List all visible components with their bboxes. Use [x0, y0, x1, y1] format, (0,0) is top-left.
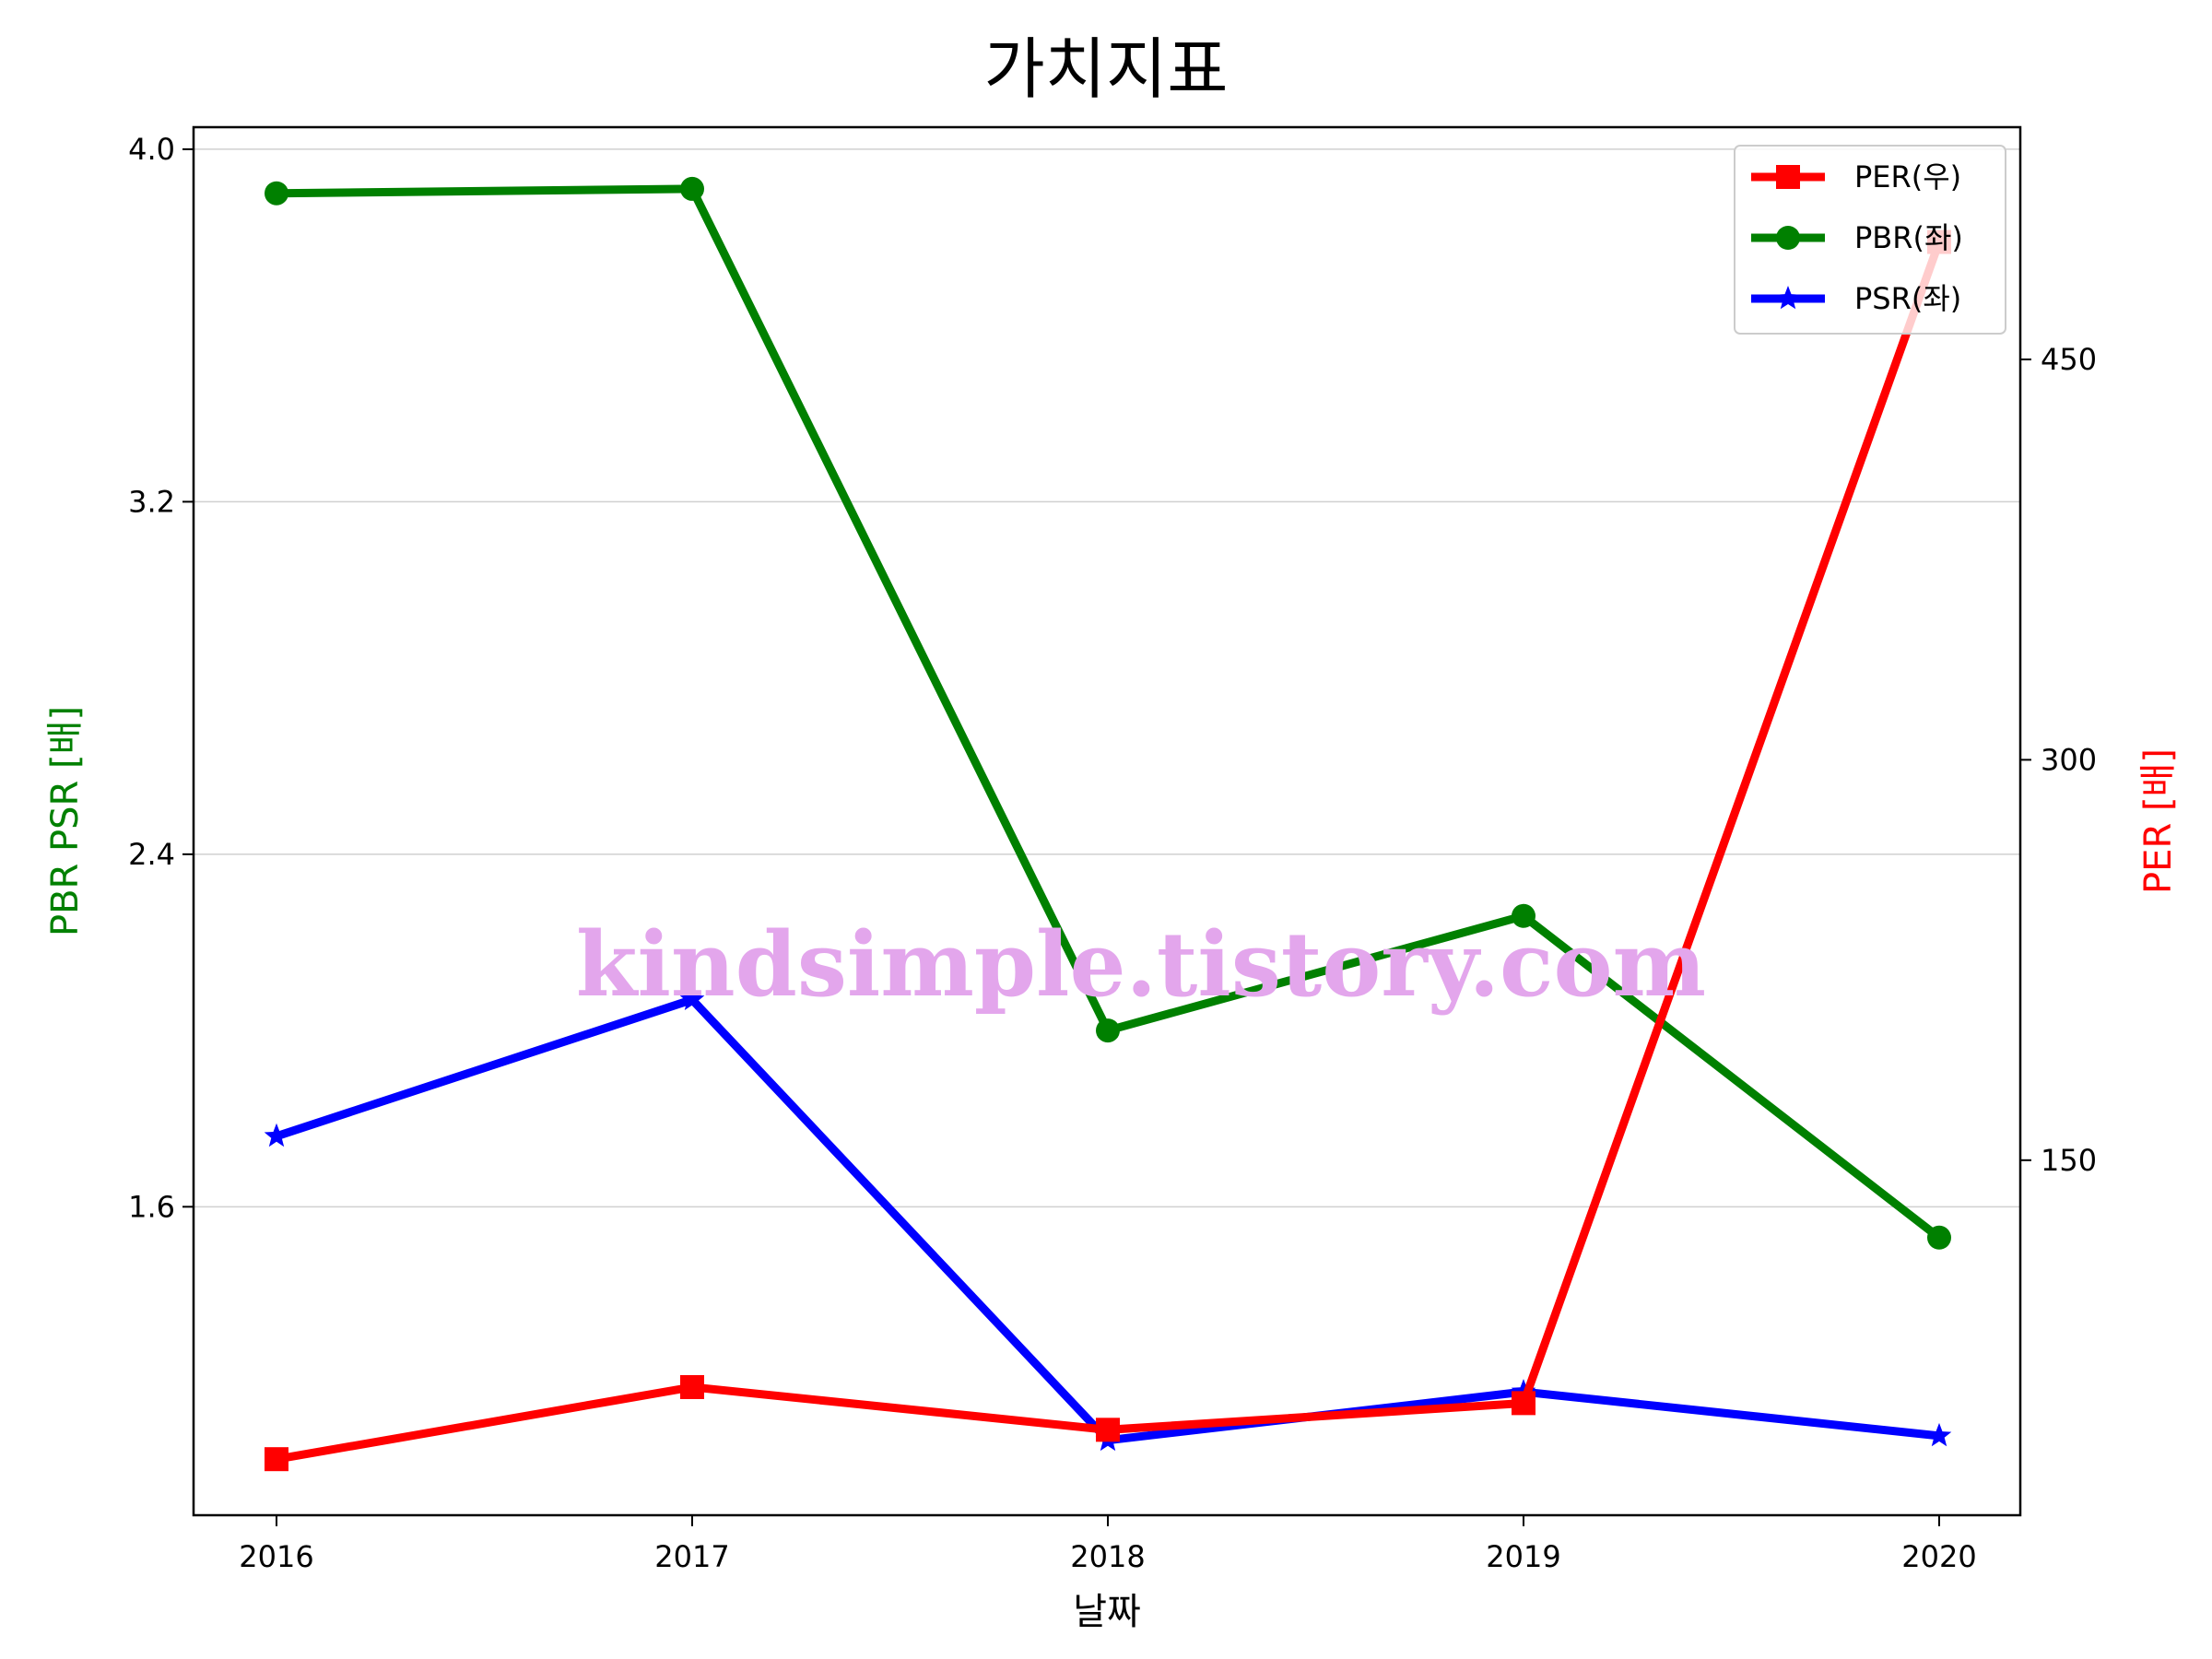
data-point-per-2: [1096, 1418, 1120, 1442]
data-point-pbr-3: [1512, 903, 1535, 928]
series-layer: [264, 176, 1952, 1472]
data-point-per-0: [265, 1447, 288, 1472]
data-point-pbr-1: [680, 176, 704, 201]
x-tick-label-4: 2020: [1901, 1539, 1976, 1574]
data-point-psr-4: [1926, 1422, 1952, 1447]
legend-label-per: PER(우): [1854, 159, 1961, 194]
x-tick-label-0: 2016: [239, 1539, 313, 1574]
y-right-tick-label-2: 450: [2041, 342, 2097, 377]
y-axis-right-title: PER [배]: [2137, 748, 2180, 894]
legend-marker-per: [1776, 165, 1800, 189]
y-right-tick-label-1: 300: [2041, 742, 2097, 777]
series-pbr: [265, 176, 1951, 1250]
data-point-psr-1: [679, 986, 705, 1010]
data-point-pbr-0: [265, 181, 288, 206]
series-line-pbr: [276, 184, 1942, 1241]
legend-marker-psr: [1775, 286, 1801, 310]
x-tick-label-3: 2019: [1486, 1539, 1560, 1574]
series-line-psr: [275, 994, 1940, 1445]
y-left-tick-label-0: 1.6: [128, 1189, 175, 1224]
data-point-psr-3: [1511, 1379, 1536, 1403]
x-tick-label-2: 2018: [1070, 1539, 1145, 1574]
x-tick-label-1: 2017: [654, 1539, 729, 1574]
y-left-tick-label-1: 2.4: [128, 837, 175, 872]
data-point-per-3: [1512, 1391, 1535, 1416]
y-right-tick-label-0: 150: [2041, 1143, 2097, 1178]
axis-layer: 1.6 2.4 3.2 4.0 150 300 450 2016 2017 2018 2019 202…: [128, 132, 2097, 1574]
x-axis-title: 날짜: [1073, 1591, 1141, 1633]
legend-marker-pbr: [1776, 226, 1800, 250]
data-point-per-1: [680, 1374, 704, 1399]
data-point-psr-0: [264, 1123, 289, 1147]
data-point-pbr-2: [1096, 1018, 1120, 1043]
legend-box: [1734, 145, 2006, 335]
y-left-tick-label-3: 4.0: [128, 132, 175, 167]
legend: PER(우) PBR(좌) PSR(좌): [1734, 145, 2006, 335]
data-point-pbr-4: [1927, 1225, 1951, 1250]
legend-label-psr: PSR(좌): [1854, 281, 1961, 316]
series-line-per: [276, 240, 1944, 1464]
chart-title: 가치지표: [984, 30, 1229, 108]
y-left-tick-label-2: 3.2: [128, 484, 175, 519]
plot-frame: [192, 125, 2022, 1517]
legend-label-pbr: PBR(좌): [1854, 220, 1963, 255]
y-axis-left-title: PBR PSR [배]: [44, 706, 87, 936]
watermark-text: kindsimple.tistory.com: [576, 912, 1706, 1017]
series-per: [265, 229, 1951, 1472]
